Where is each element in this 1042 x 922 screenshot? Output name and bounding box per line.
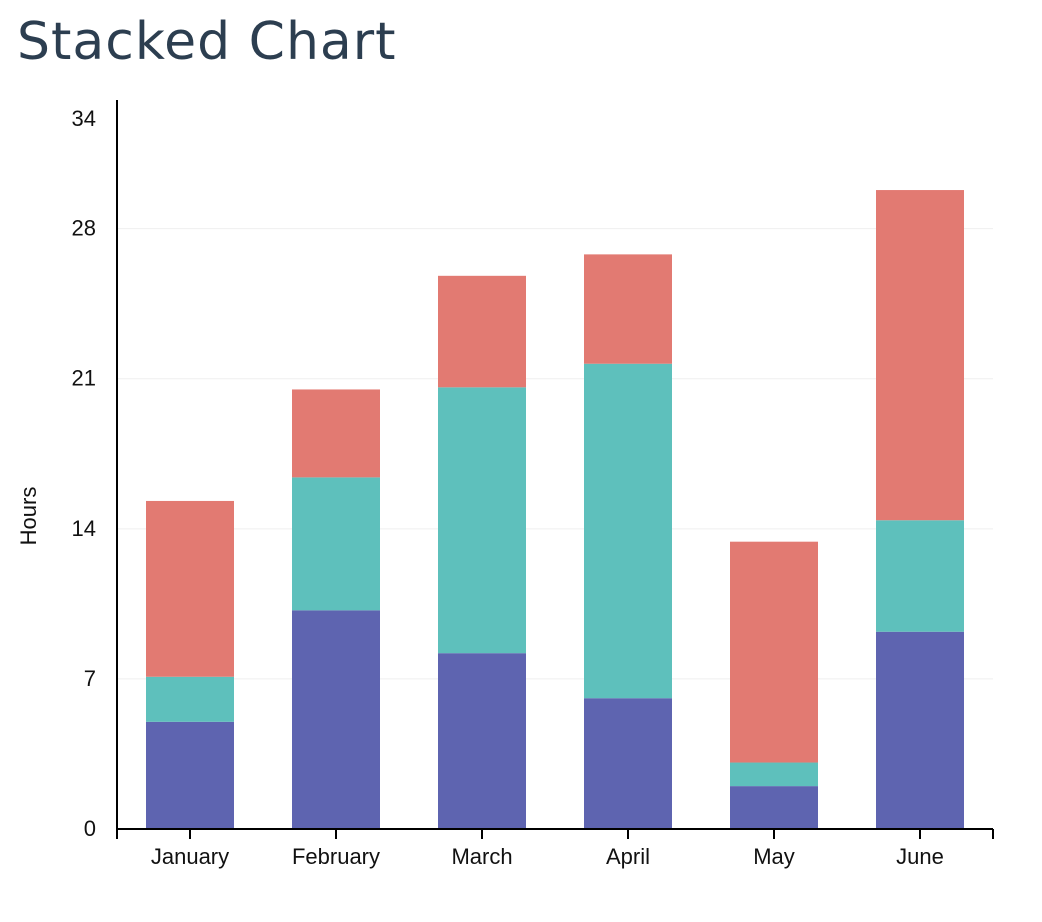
bar-segment [730, 786, 818, 829]
bar-segment [292, 610, 380, 829]
axes [116, 100, 994, 839]
y-tick-label: 28 [72, 216, 96, 241]
bar-segment [146, 721, 234, 829]
y-tick-label: 14 [72, 516, 96, 541]
bar-segment [876, 190, 964, 521]
bar-segment [438, 653, 526, 829]
y-tick-labels: 0 7 14 21 28 34 [72, 106, 96, 841]
y-tick-label: 21 [72, 366, 96, 391]
x-tick-label: January [151, 844, 229, 869]
x-tick-label: February [292, 844, 380, 869]
bar-segment [730, 541, 818, 763]
bar-segment [584, 254, 672, 364]
y-axis-title: Hours [16, 487, 41, 546]
bar-segment [876, 631, 964, 829]
x-tick-label: April [606, 844, 650, 869]
page-title: Stacked Chart [17, 12, 397, 72]
y-tick-label: 7 [84, 666, 96, 691]
x-tick-label: June [896, 844, 944, 869]
bar-segment [146, 676, 234, 722]
x-tick-label: March [451, 844, 512, 869]
bar-segment [438, 275, 526, 388]
bars [146, 190, 964, 829]
x-tick-label: May [753, 844, 795, 869]
bar-segment [584, 363, 672, 699]
x-tick-labels: January February March April May June [151, 844, 944, 869]
bar-segment [292, 477, 380, 611]
bar-segment [292, 389, 380, 478]
bar-segment [876, 520, 964, 632]
y-tick-label: 0 [84, 816, 96, 841]
y-tick-label: 34 [72, 106, 96, 131]
bar-segment [584, 698, 672, 829]
bar-segment [730, 762, 818, 787]
grid-lines [117, 228, 993, 680]
bar-segment [146, 500, 234, 677]
bar-segment [438, 387, 526, 654]
